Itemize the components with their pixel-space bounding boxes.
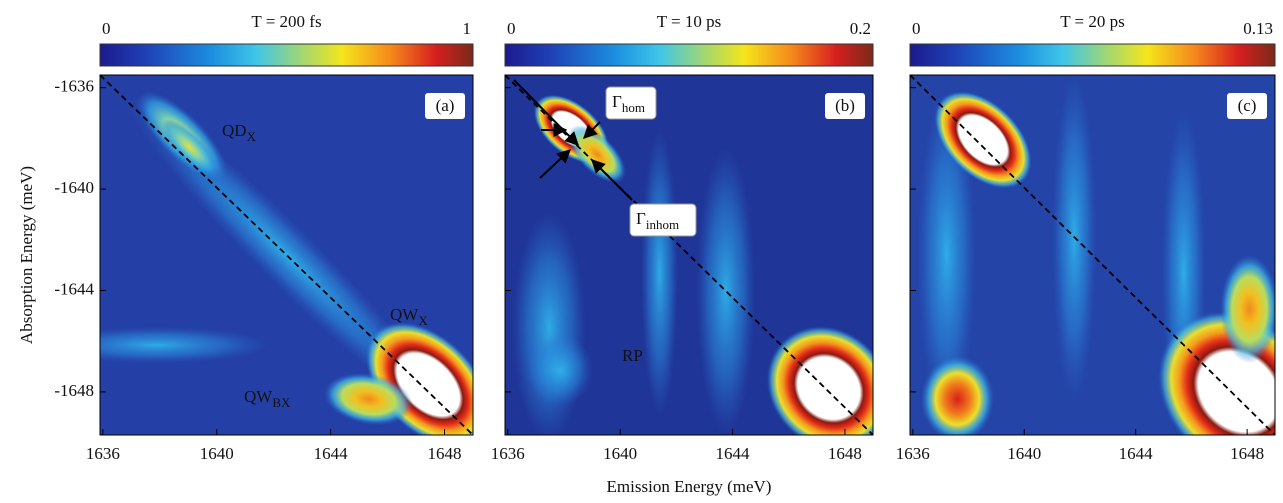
annotation-box xyxy=(605,86,657,120)
colorbar-tick-label: 0.13 xyxy=(1243,19,1273,38)
x-tick-label: 1640 xyxy=(1007,444,1041,463)
x-tick-label: 1648 xyxy=(428,444,462,463)
y-tick-label: -1640 xyxy=(54,178,94,197)
colorbar-tick-label: 0 xyxy=(912,19,921,38)
annotation: QWX xyxy=(390,305,428,328)
x-tick-label: 1644 xyxy=(716,444,751,463)
annotation-box xyxy=(629,203,697,237)
x-tick-label: 1636 xyxy=(896,444,930,463)
colorbar-tick-label: 0 xyxy=(102,19,111,38)
x-tick-label: 1640 xyxy=(603,444,637,463)
intensity-feature xyxy=(161,119,218,175)
intensity-feature xyxy=(100,327,268,363)
annotation: Γinhom xyxy=(636,209,679,232)
frame xyxy=(909,74,1276,436)
y-axis-label: Absorption Energy (meV) xyxy=(17,166,36,344)
x-tick-label: 1648 xyxy=(1230,444,1264,463)
intensity-feature xyxy=(1220,255,1275,363)
arrow xyxy=(583,121,601,139)
x-tick-label: 1636 xyxy=(86,444,120,463)
annotation-sub: X xyxy=(247,129,257,144)
colorbar xyxy=(99,43,474,67)
annotation: Γhom xyxy=(612,92,645,115)
y-tick-label: -1636 xyxy=(54,77,94,96)
panel-label: (c) xyxy=(1238,96,1257,115)
arrow xyxy=(591,159,633,201)
panel-title: T = 200 fs xyxy=(251,12,321,31)
intensity-feature xyxy=(917,93,976,417)
y-tick-label: -1644 xyxy=(54,279,94,298)
annotation: RP xyxy=(622,346,643,365)
annotation-sub: BX xyxy=(272,395,291,410)
intensity-feature xyxy=(696,147,756,435)
panel-label-box xyxy=(425,93,465,119)
frame xyxy=(99,74,474,436)
intensity-feature xyxy=(766,326,873,435)
annotation-text: QW xyxy=(244,387,273,406)
intensity-feature xyxy=(324,372,413,426)
annotation-text: QW xyxy=(390,305,419,324)
panel-label: (a) xyxy=(436,96,455,115)
panel-label-box xyxy=(825,93,865,119)
x-tick-label: 1640 xyxy=(200,444,234,463)
frame xyxy=(504,74,874,436)
intensity-feature xyxy=(920,355,994,435)
intensity-feature xyxy=(512,211,586,435)
x-tick-label: 1644 xyxy=(1119,444,1154,463)
colorbar xyxy=(909,43,1276,67)
annotation-text: Γ xyxy=(612,92,622,111)
annotation-text: Γ xyxy=(636,209,646,228)
x-tick-label: 1644 xyxy=(314,444,349,463)
heatmap xyxy=(505,75,873,435)
diagonal xyxy=(910,75,1275,435)
heatmap xyxy=(910,75,1275,435)
intensity-feature xyxy=(934,91,1032,189)
arrow xyxy=(539,149,572,179)
annotation-text: QD xyxy=(222,121,247,140)
diagonal xyxy=(100,75,473,435)
colorbar-tick-label: 1 xyxy=(463,19,472,38)
colorbar xyxy=(504,43,874,67)
intensity-feature xyxy=(568,125,626,184)
annotation-sub: X xyxy=(418,313,428,328)
colorbar-tick-label: 0 xyxy=(507,19,516,38)
heatmap xyxy=(100,75,473,435)
annotation-sub: hom xyxy=(622,100,645,115)
annotation-text: RP xyxy=(622,346,643,365)
intensity-feature xyxy=(641,129,678,417)
panel-title: T = 10 ps xyxy=(657,12,722,31)
x-axis-label: Emission Energy (meV) xyxy=(607,477,772,496)
intensity-feature xyxy=(1158,311,1275,435)
panel-title: T = 20 ps xyxy=(1060,12,1125,31)
annotation: QWBX xyxy=(244,387,291,410)
panel-label-box xyxy=(1227,93,1267,119)
intensity-feature xyxy=(527,334,594,407)
y-tick-label: -1648 xyxy=(54,381,94,400)
annotation: QDX xyxy=(222,121,257,144)
annotation-sub: inhom xyxy=(646,217,679,232)
x-tick-label: 1648 xyxy=(828,444,862,463)
colorbar-tick-label: 0.2 xyxy=(850,19,871,38)
panel-label: (b) xyxy=(835,96,855,115)
x-tick-label: 1636 xyxy=(491,444,525,463)
